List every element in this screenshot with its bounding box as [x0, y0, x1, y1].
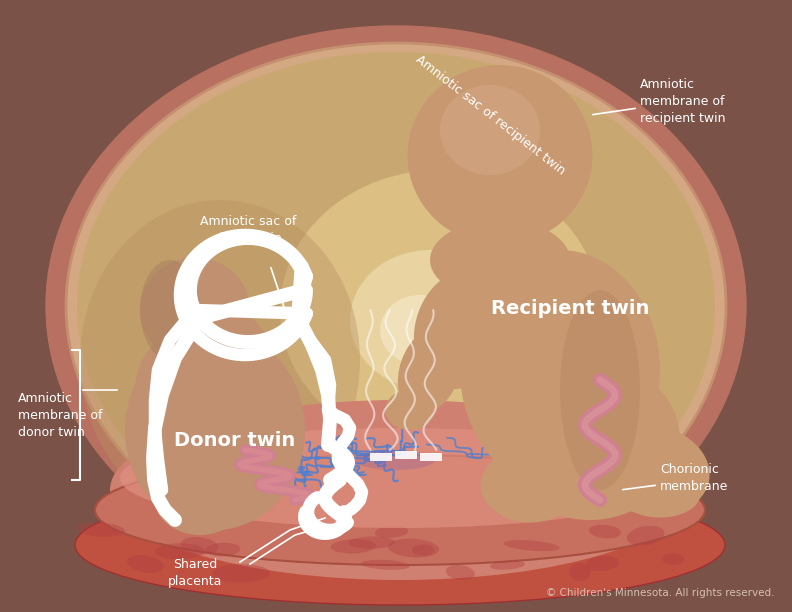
- Ellipse shape: [460, 250, 660, 490]
- Ellipse shape: [75, 485, 725, 605]
- Ellipse shape: [331, 539, 376, 553]
- Text: Chorionic
membrane: Chorionic membrane: [660, 463, 729, 493]
- Ellipse shape: [388, 539, 439, 558]
- Ellipse shape: [155, 543, 205, 559]
- Ellipse shape: [355, 450, 435, 470]
- Ellipse shape: [212, 564, 270, 583]
- Ellipse shape: [110, 400, 690, 580]
- Ellipse shape: [500, 360, 680, 520]
- Ellipse shape: [95, 455, 705, 565]
- Ellipse shape: [361, 560, 409, 570]
- Ellipse shape: [569, 562, 591, 581]
- Bar: [395, 451, 417, 459]
- Ellipse shape: [490, 561, 525, 570]
- Ellipse shape: [206, 308, 274, 392]
- Ellipse shape: [280, 170, 600, 450]
- Ellipse shape: [348, 537, 395, 549]
- Ellipse shape: [125, 330, 305, 530]
- Ellipse shape: [155, 465, 245, 535]
- Ellipse shape: [430, 220, 570, 300]
- Text: Amniotic
membrane of
recipient twin: Amniotic membrane of recipient twin: [640, 78, 725, 125]
- Ellipse shape: [77, 522, 125, 537]
- Ellipse shape: [350, 250, 510, 390]
- Bar: [370, 453, 392, 461]
- Ellipse shape: [128, 555, 165, 573]
- Ellipse shape: [380, 295, 460, 365]
- Ellipse shape: [560, 290, 640, 490]
- Ellipse shape: [590, 425, 710, 515]
- Ellipse shape: [481, 439, 600, 521]
- Ellipse shape: [375, 526, 409, 538]
- Ellipse shape: [662, 553, 684, 565]
- Text: Shared
placenta: Shared placenta: [168, 558, 223, 588]
- Ellipse shape: [620, 472, 700, 518]
- Ellipse shape: [135, 325, 265, 455]
- Ellipse shape: [627, 526, 664, 546]
- Ellipse shape: [205, 543, 240, 556]
- Ellipse shape: [504, 540, 560, 551]
- Ellipse shape: [120, 428, 680, 528]
- Text: Donor twin: Donor twin: [174, 430, 295, 449]
- Ellipse shape: [588, 524, 621, 539]
- Ellipse shape: [170, 425, 290, 515]
- Ellipse shape: [66, 43, 726, 569]
- Ellipse shape: [587, 556, 619, 571]
- Ellipse shape: [140, 260, 200, 360]
- Ellipse shape: [398, 326, 462, 414]
- Text: Amniotic sac of recipient twin: Amniotic sac of recipient twin: [413, 53, 567, 177]
- Text: © Children's Minnesota. All rights reserved.: © Children's Minnesota. All rights reser…: [546, 588, 775, 598]
- Ellipse shape: [440, 85, 540, 175]
- Text: Amniotic
membrane of
donor twin: Amniotic membrane of donor twin: [18, 392, 102, 439]
- Ellipse shape: [80, 200, 360, 520]
- Ellipse shape: [140, 258, 250, 362]
- Text: Amniotic sac of
donor twin: Amniotic sac of donor twin: [200, 215, 296, 245]
- Ellipse shape: [490, 477, 570, 523]
- Bar: [420, 453, 442, 461]
- Ellipse shape: [408, 65, 592, 245]
- Text: Recipient twin: Recipient twin: [491, 299, 649, 318]
- Ellipse shape: [181, 537, 218, 554]
- Ellipse shape: [385, 390, 435, 430]
- Ellipse shape: [77, 52, 715, 560]
- Ellipse shape: [414, 271, 506, 389]
- Ellipse shape: [446, 565, 475, 580]
- Ellipse shape: [46, 26, 746, 586]
- Ellipse shape: [412, 545, 435, 556]
